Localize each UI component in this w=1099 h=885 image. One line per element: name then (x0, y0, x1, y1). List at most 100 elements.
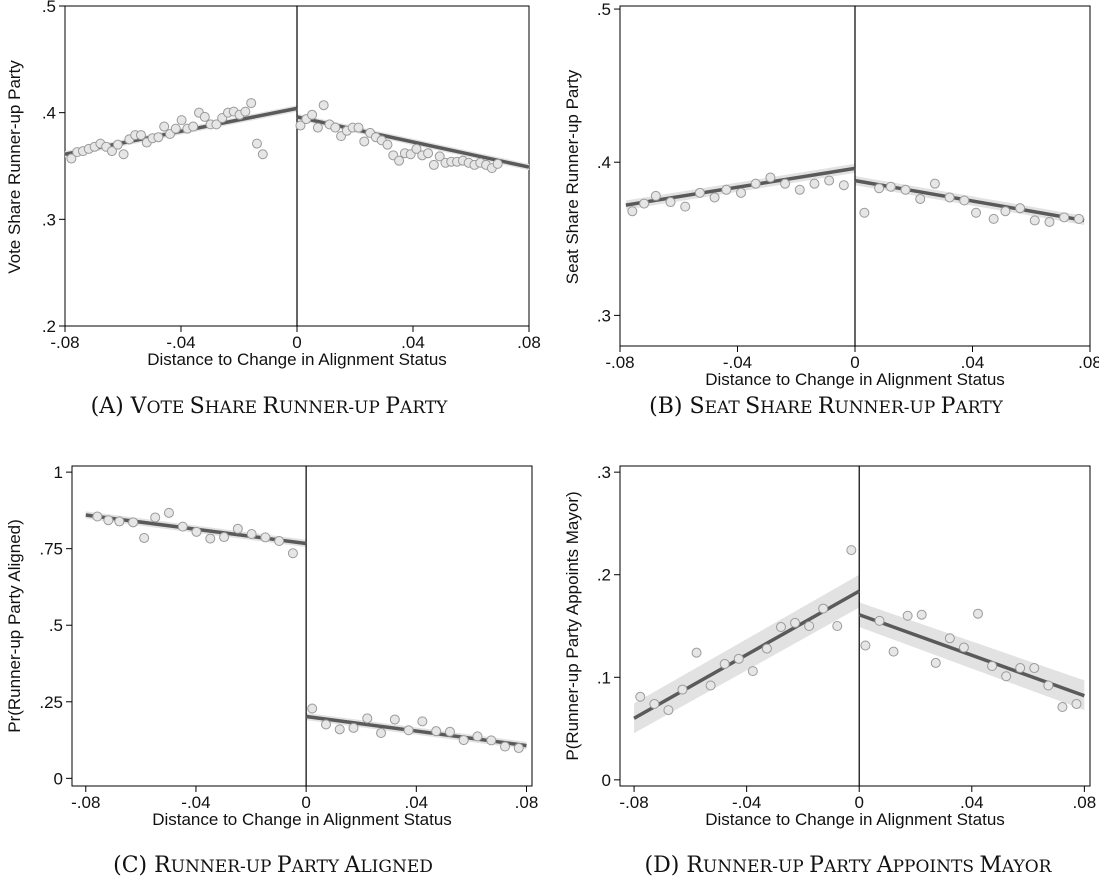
data-point (874, 615, 885, 626)
data-point (205, 533, 216, 544)
y-axis-title: Pr(Runner-up Party Aligned) (5, 519, 24, 733)
data-point (930, 657, 941, 668)
y-tick-label: .4 (597, 153, 611, 172)
data-point (627, 206, 638, 217)
data-point (382, 139, 393, 150)
data-point (246, 528, 257, 539)
panel-caption: (A) VOTE SHARE RUNNER-UP PARTY (91, 394, 449, 419)
data-point (916, 609, 927, 620)
x-axis-title: Distance to Change in Alignment Status (147, 350, 447, 369)
panel-b: -.08 -.04 0 .04 .08 .3 .4 .5 Distance to Change … (563, 0, 1099, 419)
fit-line-left (625, 166, 856, 207)
x-tick-label: 0 (292, 333, 301, 352)
panel-c: -.08 -.04 0 .04 .08 0 .25 .5 .75 1 Distance to Cha… (5, 463, 538, 878)
x-axis-title: Distance to Change in Alignment Status (705, 370, 1005, 389)
data-point (721, 184, 732, 195)
data-point (859, 207, 870, 218)
data-point (818, 603, 829, 614)
data-point (1043, 680, 1054, 691)
data-point (112, 139, 123, 150)
x-tick-label: .04 (401, 333, 425, 352)
x-tick-label: -.04 (732, 793, 761, 812)
data-point (191, 526, 202, 537)
caption-title: SEAT SHARE RUNNER-UP PARTY (683, 394, 1004, 419)
data-point (665, 197, 676, 208)
x-tick-label: -.04 (166, 333, 195, 352)
data-point (307, 703, 318, 714)
x-tick-label: -.04 (181, 793, 210, 812)
data-point (761, 643, 772, 654)
data-point (92, 511, 103, 522)
panel-caption: (B) SEAT SHARE RUNNER-UP PARTY (649, 394, 1003, 419)
data-point (251, 138, 262, 149)
data-point (650, 190, 661, 201)
data-point (150, 512, 161, 523)
y-axis-title: P(Runner-up Party Appoints Mayor) (563, 491, 582, 760)
data-point (411, 143, 422, 154)
data-point (750, 178, 761, 189)
data-point (987, 661, 998, 671)
data-point (832, 621, 843, 631)
data-point (915, 193, 926, 204)
data-point (794, 184, 805, 195)
y-tick-label: .3 (42, 210, 56, 229)
y-tick-label: 0 (602, 771, 611, 790)
data-point (972, 608, 983, 619)
data-point (320, 719, 331, 730)
data-point (709, 192, 720, 203)
data-point (287, 548, 298, 559)
data-point (1029, 215, 1040, 226)
data-point (680, 201, 691, 212)
data-point (246, 98, 257, 109)
data-point (902, 610, 913, 621)
data-point (958, 642, 969, 653)
data-point (663, 705, 674, 716)
data-point (128, 517, 139, 528)
data-point (376, 728, 387, 739)
data-point (66, 153, 77, 164)
data-point (1044, 216, 1055, 227)
data-point (118, 149, 129, 160)
data-point (139, 532, 150, 543)
y-axis-title: Vote Share Runner-up Party (5, 60, 24, 274)
y-tick-label: .4 (42, 104, 56, 123)
x-tick-label: -.08 (71, 793, 100, 812)
caption-label: (A) (91, 394, 124, 419)
data-point (334, 724, 345, 735)
plot-frame (71, 465, 533, 787)
data-point (694, 187, 705, 198)
y-tick-label: .5 (597, 0, 611, 19)
data-point (860, 640, 871, 651)
panel-a: -.08 -.04 0 .04 .08 .2 .3 .4 .5 Distance to Chang… (5, 0, 541, 419)
y-tick-label: .1 (597, 668, 611, 687)
y-tick-label: .25 (39, 693, 63, 712)
x-tick-label: .04 (404, 793, 428, 812)
data-point (295, 120, 306, 131)
x-axis-title: Distance to Change in Alignment Status (152, 810, 452, 829)
data-point (1000, 206, 1011, 217)
data-point (900, 184, 911, 195)
data-point (639, 198, 650, 209)
y-tick-label: .5 (49, 616, 63, 635)
data-point (106, 146, 117, 157)
data-point (188, 121, 199, 132)
y-tick-label: .2 (42, 317, 56, 336)
x-tick-label: .08 (1073, 793, 1097, 812)
data-point (199, 111, 210, 122)
data-point (513, 743, 524, 754)
data-point (824, 175, 835, 186)
data-point (790, 617, 801, 628)
data-point (747, 666, 758, 677)
data-point (971, 207, 982, 218)
data-point (486, 735, 497, 746)
data-point (103, 515, 114, 526)
data-point (318, 100, 329, 111)
data-point (1029, 663, 1040, 674)
data-point (114, 516, 125, 527)
data-point (153, 132, 164, 143)
data-point (838, 180, 849, 191)
data-point (705, 680, 716, 691)
data-point (274, 536, 285, 547)
x-tick-label: -.08 (50, 333, 79, 352)
